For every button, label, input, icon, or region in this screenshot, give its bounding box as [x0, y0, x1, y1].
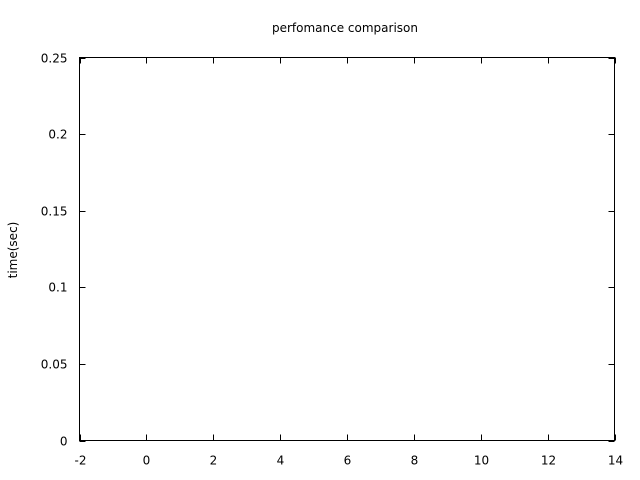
x-tick-label: 0 [143, 454, 151, 468]
y-tick-label: 0 [60, 435, 68, 449]
x-tick-label: 10 [474, 454, 489, 468]
x-tick-label: 4 [277, 454, 285, 468]
x-tick-label: 2 [210, 454, 218, 468]
x-tick-label: 8 [411, 454, 419, 468]
y-axis-label: time(sec) [6, 222, 20, 279]
x-tick-label: 6 [344, 454, 352, 468]
y-tick-label: 0.1 [48, 281, 67, 295]
plot-frame [79, 57, 615, 441]
y-tick-labels: 0 0.05 0.1 0.15 0.2 0.25 [41, 52, 68, 449]
y-tick-label: 0.15 [41, 205, 68, 219]
y-tick-label: 0.2 [48, 128, 67, 142]
x-tick-label: 14 [608, 454, 623, 468]
y-tick-label: 0.05 [41, 358, 68, 372]
x-tick-label: 12 [541, 454, 556, 468]
y-tick-label: 0.25 [41, 52, 68, 66]
y-ticks [79, 58, 615, 442]
chart-title: perfomance comparison [272, 21, 418, 35]
x-tick-labels: -2 0 2 4 6 8 10 12 14 [75, 454, 624, 468]
x-tick-label: -2 [75, 454, 87, 468]
x-ticks [80, 57, 616, 441]
